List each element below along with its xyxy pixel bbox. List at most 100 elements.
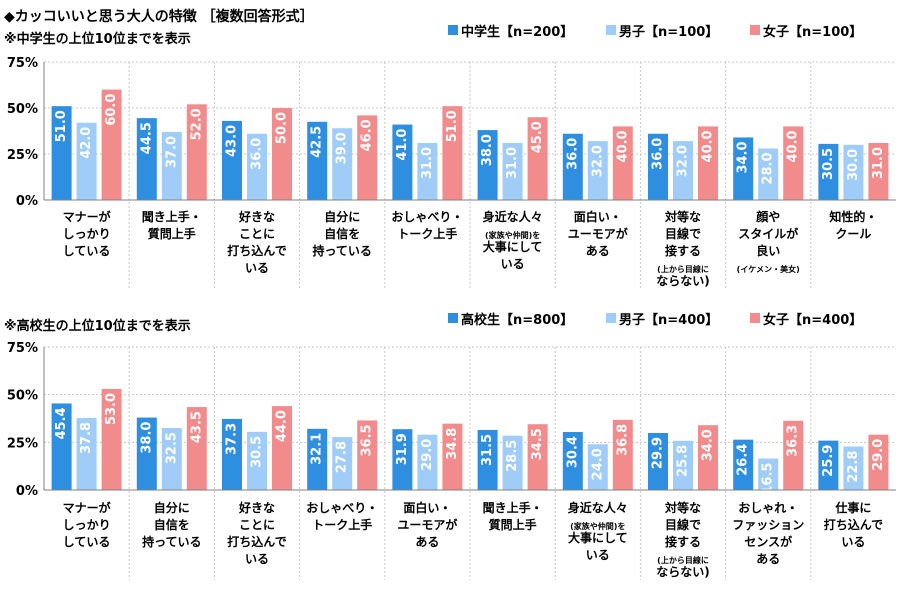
category-label: 仕事に (834, 500, 871, 515)
data-label: 51.0 (445, 110, 460, 142)
data-label: 30.5 (250, 436, 265, 468)
bar (222, 418, 242, 490)
bar (562, 432, 583, 490)
bar (442, 423, 463, 490)
data-label: 27.8 (335, 441, 350, 473)
bar (648, 133, 668, 200)
bar (818, 143, 839, 200)
data-label: 36.0 (651, 138, 666, 170)
bar (136, 118, 157, 200)
category-label: 大事にして (568, 530, 628, 545)
bar (868, 434, 889, 490)
bar (442, 106, 463, 200)
data-label: 24.0 (590, 448, 605, 480)
data-label: 28.0 (761, 152, 776, 184)
legend-swatch (606, 313, 616, 323)
category-label: ある (586, 244, 610, 258)
chart-2: ※高校生の上位10位までを表示 高校生【n=800】 男子【n=400】 女子【n=4… (4, 312, 896, 580)
legend-label: 中学生【n=200】 (461, 24, 573, 40)
category-label: いる (245, 261, 269, 275)
category-label: 打ち込んで (824, 517, 883, 532)
bar (76, 122, 97, 200)
category-label: 質問上手 (489, 517, 537, 532)
bar (698, 126, 718, 200)
category-label: マナーが (63, 209, 111, 224)
bar (332, 128, 353, 200)
category-label: 自信を (154, 517, 190, 532)
data-label: 36.3 (786, 425, 801, 457)
bar (76, 417, 97, 490)
category-label: ならない) (656, 565, 710, 579)
legend-label: 男子【n=100】 (619, 24, 718, 40)
bar (783, 420, 804, 490)
data-label: 32.5 (164, 432, 179, 464)
bar (698, 425, 718, 490)
data-label: 42.0 (79, 127, 94, 159)
data-label: 29.9 (651, 437, 666, 469)
y-tick-label: 50% (7, 102, 38, 117)
chart-subtitle: ※高校生の上位10位までを表示 (4, 318, 191, 334)
bar (868, 142, 889, 200)
data-label: 34.0 (736, 141, 751, 173)
data-label: 40.0 (615, 130, 630, 162)
y-tick-label: 25% (7, 148, 38, 163)
bar (186, 104, 207, 200)
category-label: おしゃべり・ (306, 501, 378, 515)
data-label: 16.5 (761, 463, 776, 495)
bar (502, 435, 523, 490)
category-label: 良い (756, 243, 780, 258)
bar (502, 142, 523, 200)
data-label: 37.8 (79, 422, 94, 454)
category-label: トーク上手 (397, 226, 457, 241)
category-label: (家族や仲間)を (570, 521, 625, 531)
category-label: ある (415, 535, 439, 549)
bar (587, 444, 608, 490)
category-label: (家族や仲間)を (485, 230, 540, 240)
data-label: 43.5 (189, 411, 204, 443)
data-label: 34.8 (445, 428, 460, 460)
category-label: 顔や (755, 209, 780, 224)
page-title: ◆カッコいいと思う大人の特徴 ［複数回答形式］ (4, 8, 314, 25)
bar (733, 439, 754, 490)
data-label: 31.5 (480, 434, 495, 466)
category-label: 身近な人々 (483, 209, 543, 224)
bar (332, 436, 353, 490)
chart-subtitle: ※中学生の上位10位までを表示 (4, 31, 191, 47)
category-label: 好きな (238, 500, 275, 515)
category-label: 目線で (665, 226, 701, 241)
category-label: いる (501, 257, 525, 271)
category-label: スタイルが (738, 226, 798, 241)
category-label: 質問上手 (148, 226, 196, 241)
data-label: 38.0 (139, 422, 154, 454)
category-label: ならない) (656, 274, 710, 288)
data-label: 37.3 (225, 423, 240, 455)
category-label: センスが (744, 534, 792, 549)
legend-swatch (750, 25, 760, 35)
data-label: 60.0 (104, 94, 119, 126)
y-tick-label: 0% (16, 484, 38, 499)
data-label: 32.0 (676, 145, 691, 177)
category-label: いる (586, 548, 610, 562)
category-label: 身近な人々 (568, 500, 628, 515)
category-label: ユーモアが (568, 226, 628, 241)
data-label: 37.0 (164, 136, 179, 168)
bar (161, 428, 182, 490)
category-label: (上から目線に (657, 264, 709, 274)
bar (417, 434, 438, 490)
legend-swatch (448, 313, 458, 323)
data-label: 25.9 (821, 445, 836, 477)
category-label: トーク上手 (312, 517, 372, 532)
category-label: している (63, 244, 111, 258)
data-label: 40.0 (701, 130, 716, 162)
data-label: 31.0 (871, 147, 886, 179)
legend-label: 女子【n=400】 (763, 312, 862, 328)
legend-label: 高校生【n=800】 (461, 312, 573, 328)
category-label: 聞き上手・ (142, 209, 202, 224)
category-label: 面白い・ (403, 500, 451, 515)
bar (587, 141, 608, 200)
data-label: 22.8 (846, 451, 861, 483)
data-label: 32.1 (310, 433, 325, 465)
data-label: 39.0 (335, 132, 350, 164)
data-label: 31.0 (505, 147, 520, 179)
chart-1: ※中学生の上位10位までを表示 中学生【n=200】 男子【n=100】 女子【n=1… (4, 24, 896, 289)
